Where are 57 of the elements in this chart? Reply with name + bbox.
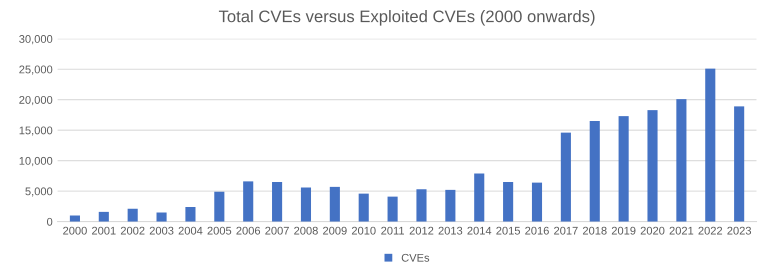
- x-tick-label: 2004: [178, 226, 202, 235]
- chart-title: Total CVEs versus Exploited CVEs (2000 onwards): [218, 10, 595, 26]
- x-tick-label: 2005: [208, 226, 232, 235]
- bar: [734, 106, 744, 222]
- x-tick-label: 2012: [410, 226, 434, 235]
- x-tick-label: 2000: [63, 226, 87, 235]
- bar: [214, 192, 224, 222]
- bar: [128, 208, 138, 222]
- bar: [98, 212, 109, 222]
- bar: [503, 182, 514, 222]
- bar: [676, 99, 686, 222]
- x-tick-label: 2017: [554, 226, 578, 235]
- bar: [445, 190, 456, 222]
- y-tick-label: 25,000: [19, 66, 52, 75]
- x-tick-label: 2001: [92, 226, 116, 235]
- x-tick-label: 2020: [640, 226, 664, 235]
- bar: [618, 116, 629, 222]
- legend-label: CVEs: [402, 254, 430, 262]
- bar: [590, 121, 600, 222]
- bar: [388, 196, 398, 222]
- bar: [560, 132, 571, 222]
- bar: [272, 182, 282, 222]
- x-tick-label: 2003: [150, 226, 174, 235]
- bar: [474, 173, 484, 222]
- bar: [243, 181, 254, 222]
- x-tick-label: 2021: [670, 226, 694, 235]
- bar: [358, 194, 369, 222]
- bar: [705, 68, 716, 222]
- y-tick-label: 5,000: [25, 187, 52, 197]
- x-tick-label: 2019: [612, 226, 636, 235]
- x-tick-label: 2010: [352, 226, 376, 235]
- bar: [185, 206, 196, 222]
- bar: [70, 216, 80, 222]
- bar: [330, 186, 340, 222]
- x-tick-label: 2018: [582, 226, 607, 235]
- x-tick-label: 2016: [525, 226, 549, 235]
- bar: [300, 187, 312, 222]
- x-tick-label: 2013: [438, 226, 462, 235]
- y-tick-label: 20,000: [19, 96, 52, 106]
- y-tick-label: 30,000: [19, 35, 52, 44]
- x-tick-label: 2006: [236, 226, 260, 235]
- y-tick-label: 0: [46, 218, 52, 226]
- bar: [156, 212, 167, 222]
- bar: [647, 110, 658, 222]
- x-tick-label: 2015: [496, 226, 520, 235]
- y-tick-label: 10,000: [20, 156, 52, 166]
- x-tick-label: 2009: [323, 226, 347, 235]
- x-tick-label: 2008: [294, 226, 318, 235]
- y-tick-label: 15,000: [20, 126, 52, 136]
- x-tick-label: 2022: [698, 226, 722, 235]
- bar: [532, 182, 542, 222]
- bar: [416, 189, 427, 222]
- x-tick-label: 2002: [120, 226, 144, 235]
- x-tick-label: 2014: [467, 226, 492, 235]
- x-tick-label: 2023: [727, 226, 752, 235]
- x-tick-label: 2011: [381, 226, 404, 235]
- x-tick-label: 2007: [265, 226, 289, 235]
